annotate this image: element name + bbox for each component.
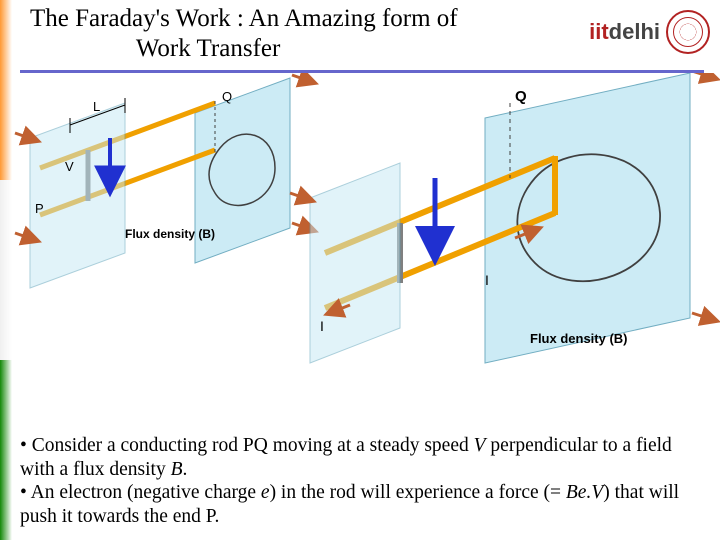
title-line-2: Work Transfer <box>136 35 281 62</box>
bullet-2: • An electron (negative charge e) in the… <box>20 481 700 528</box>
label-L: L <box>93 99 100 114</box>
logo-text: iitdelhi <box>589 19 660 45</box>
header: The Faraday's Work : An Amazing form of … <box>0 0 720 68</box>
flux-label-right: Flux density (B) <box>530 331 628 346</box>
left-diagram: L V P Q Flux density (B) <box>15 75 315 288</box>
logo-suffix: delhi <box>609 19 660 44</box>
bullet-1: • Consider a conducting rod PQ moving at… <box>20 434 700 481</box>
diagram-area: L V P Q Flux density (B) <box>0 73 720 403</box>
logo-block: iitdelhi <box>589 10 710 54</box>
label-P: P <box>35 201 44 216</box>
faraday-diagram: L V P Q Flux density (B) <box>0 73 720 403</box>
label-Q-left: Q <box>222 89 232 104</box>
right-diagram: Q I I Flux density (B) <box>290 73 717 363</box>
label-V: V <box>65 159 74 174</box>
title-line-1: The Faraday's Work : An Amazing form of <box>30 5 458 32</box>
body-text: • Consider a conducting rod PQ moving at… <box>20 434 700 528</box>
iit-emblem-icon <box>666 10 710 54</box>
label-I-left: I <box>320 318 324 334</box>
flux-label-left: Flux density (B) <box>125 227 215 241</box>
label-I-right: I <box>485 272 489 288</box>
label-Q-right: Q <box>515 88 527 105</box>
logo-prefix: iit <box>589 19 609 44</box>
